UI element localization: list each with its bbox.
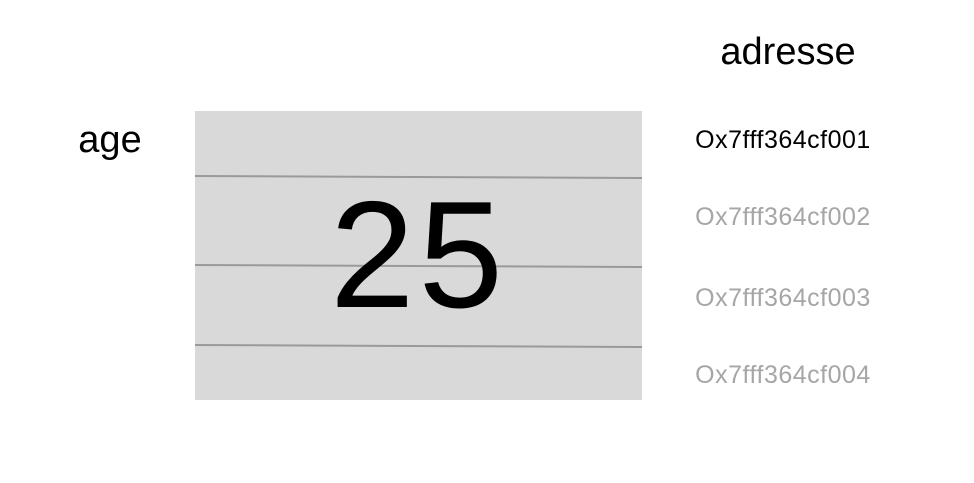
byte-dividers (195, 175, 642, 348)
address-label: Ox7fff364cf002 (695, 203, 871, 231)
address-label: Ox7fff364cf003 (695, 284, 871, 312)
byte-divider-3 (195, 344, 642, 348)
byte-divider-1 (195, 175, 642, 179)
address-label: Ox7fff364cf004 (695, 361, 871, 389)
address-label: Ox7fff364cf001 (695, 126, 871, 154)
variable-value: 25 (329, 170, 508, 340)
address-header: adresse (720, 31, 856, 73)
byte-divider-2 (195, 264, 642, 268)
memory-block: 25 (195, 111, 642, 400)
variable-name-label: age (78, 119, 142, 161)
